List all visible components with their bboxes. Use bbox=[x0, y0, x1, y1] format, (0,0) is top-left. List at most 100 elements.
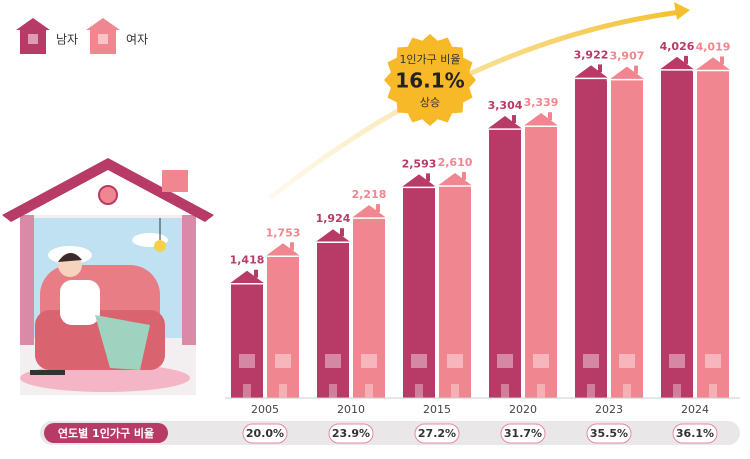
house-bar bbox=[483, 114, 527, 399]
door bbox=[501, 384, 509, 398]
house-bar bbox=[311, 227, 355, 398]
house-bar bbox=[225, 268, 269, 398]
legend-icon-window bbox=[98, 34, 108, 44]
chimney bbox=[290, 242, 294, 251]
roof bbox=[397, 172, 441, 189]
window bbox=[583, 354, 599, 368]
chimney bbox=[598, 64, 602, 73]
roof bbox=[225, 268, 269, 285]
arrow-head bbox=[674, 2, 690, 20]
roof bbox=[347, 203, 391, 219]
house-bar bbox=[397, 172, 441, 398]
x-tick-label: 2015 bbox=[423, 403, 451, 416]
chimney bbox=[340, 228, 344, 237]
window bbox=[619, 354, 635, 368]
bar bbox=[267, 254, 299, 398]
roof bbox=[691, 55, 735, 72]
door bbox=[451, 384, 459, 398]
door bbox=[415, 384, 423, 398]
rate-label: 31.7% bbox=[504, 427, 542, 440]
rate-title: 연도별 1인가구 비율 bbox=[58, 426, 154, 440]
window bbox=[447, 354, 463, 368]
door bbox=[673, 384, 681, 398]
value-label: 3,922 bbox=[574, 48, 609, 61]
bar bbox=[661, 67, 693, 399]
badge-note: 상승 bbox=[420, 96, 440, 109]
x-tick-label: 2023 bbox=[595, 403, 623, 416]
x-tick-label: 2010 bbox=[337, 403, 365, 416]
bar bbox=[575, 76, 607, 398]
window bbox=[497, 354, 513, 368]
bar bbox=[353, 216, 385, 398]
bar bbox=[611, 77, 643, 398]
rate-pill bbox=[242, 423, 288, 444]
window bbox=[705, 354, 721, 368]
house-bar bbox=[519, 111, 563, 399]
trend-arrow bbox=[268, 9, 681, 200]
bar bbox=[525, 124, 557, 399]
chimney bbox=[254, 269, 258, 278]
house-bar bbox=[347, 203, 391, 398]
window bbox=[275, 354, 291, 368]
roof bbox=[433, 171, 477, 187]
rate-label: 20.0% bbox=[246, 427, 284, 440]
value-label: 4,026 bbox=[660, 40, 695, 53]
value-label: 3,907 bbox=[610, 50, 645, 63]
window bbox=[669, 354, 685, 368]
roof bbox=[483, 114, 527, 130]
value-label: 2,218 bbox=[352, 188, 387, 201]
house-bar bbox=[655, 54, 699, 399]
bar bbox=[697, 68, 729, 398]
value-label: 1,418 bbox=[230, 254, 265, 267]
legend-icon-window bbox=[28, 34, 38, 44]
value-label: 1,924 bbox=[316, 212, 351, 225]
value-label: 4,019 bbox=[696, 40, 731, 53]
badge-value: 16.1% bbox=[395, 69, 464, 93]
house-bar bbox=[691, 55, 735, 398]
rate-label: 36.1% bbox=[676, 427, 714, 440]
door bbox=[709, 384, 717, 398]
badge-title: 1인가구 비율 bbox=[399, 53, 460, 66]
chimney bbox=[684, 55, 688, 64]
rate-band bbox=[40, 421, 740, 445]
window bbox=[325, 354, 341, 368]
badge: 1인가구 비율 16.1% 상승 bbox=[384, 34, 476, 126]
badge-star bbox=[384, 34, 476, 126]
chimney bbox=[376, 204, 380, 213]
door bbox=[365, 384, 373, 398]
bar bbox=[231, 281, 263, 398]
legend-label: 여자 bbox=[126, 33, 148, 47]
window bbox=[411, 354, 427, 368]
window bbox=[239, 354, 255, 368]
rate-title-pill bbox=[44, 423, 168, 443]
house-bar bbox=[569, 63, 613, 398]
rate-pill bbox=[328, 423, 374, 444]
door bbox=[279, 384, 287, 398]
roof bbox=[261, 241, 305, 258]
door bbox=[587, 384, 595, 398]
chimney bbox=[426, 173, 430, 182]
value-label: 3,304 bbox=[488, 99, 523, 112]
value-label: 2,610 bbox=[438, 156, 473, 169]
chimney bbox=[634, 65, 638, 74]
rate-pill bbox=[414, 423, 460, 444]
window bbox=[361, 354, 377, 368]
x-tick-label: 2005 bbox=[251, 403, 279, 416]
chimney bbox=[462, 171, 466, 180]
chimney bbox=[512, 115, 516, 124]
rate-label: 27.2% bbox=[418, 427, 456, 440]
rate-pill bbox=[672, 423, 718, 444]
roof bbox=[569, 63, 613, 80]
door bbox=[329, 384, 337, 398]
value-label: 3,339 bbox=[524, 96, 559, 109]
bar bbox=[403, 185, 435, 398]
x-tick-label: 2020 bbox=[509, 403, 537, 416]
chimney bbox=[548, 112, 552, 121]
roof bbox=[311, 227, 355, 243]
house-bar bbox=[433, 171, 477, 398]
roof bbox=[605, 64, 649, 81]
house-bar bbox=[605, 64, 649, 398]
value-label: 1,753 bbox=[266, 226, 301, 239]
rate-pill bbox=[586, 423, 632, 444]
